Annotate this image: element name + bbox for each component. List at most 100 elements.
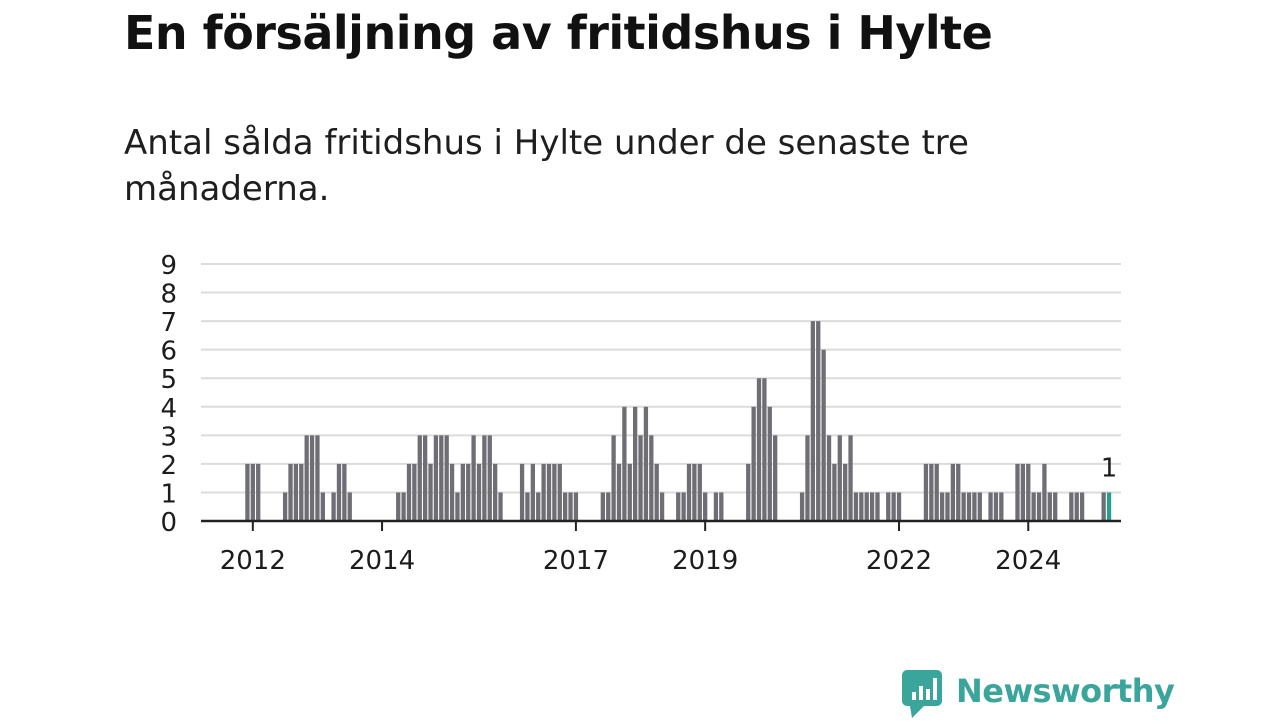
bar (347, 492, 352, 521)
bar (552, 463, 557, 521)
bar (606, 492, 611, 521)
bar (751, 406, 756, 521)
bar (417, 435, 422, 521)
bar (821, 349, 826, 521)
bar (304, 435, 309, 521)
bar (406, 463, 412, 521)
x-tick-label: 2019 (672, 546, 738, 576)
bar (466, 463, 471, 521)
y-tick-label: 0 (160, 508, 177, 538)
bar (966, 492, 972, 521)
bar-highlighted (1106, 492, 1112, 521)
bar (686, 463, 692, 521)
bar (282, 492, 288, 521)
bar (875, 492, 880, 521)
y-tick-label: 9 (160, 251, 177, 281)
bar (692, 463, 697, 521)
bar (659, 492, 665, 521)
bar (1020, 463, 1026, 521)
bar (455, 492, 460, 521)
y-tick-label: 5 (160, 365, 177, 395)
bar (428, 463, 433, 521)
chart-subtitle: Antal sålda fritidshus i Hylte under de … (124, 123, 969, 209)
bar (649, 435, 654, 521)
bar (1026, 463, 1031, 521)
bar (245, 463, 250, 521)
bar (568, 492, 573, 521)
bar (923, 463, 929, 521)
bar (939, 492, 945, 521)
bar (681, 492, 686, 521)
bar (342, 463, 347, 521)
y-tick-label: 7 (160, 308, 177, 338)
bar (1042, 463, 1047, 521)
bar (713, 492, 719, 521)
bar (336, 463, 342, 521)
bar (422, 435, 428, 521)
bar (837, 435, 842, 521)
bar (832, 463, 837, 521)
bar (288, 463, 293, 521)
bar (616, 463, 622, 521)
bars (245, 321, 1112, 521)
gridlines (201, 263, 1121, 494)
bar (541, 463, 546, 521)
bar (600, 492, 605, 521)
bar (848, 435, 853, 521)
bar (530, 463, 535, 521)
bar (536, 492, 541, 521)
bar (703, 492, 708, 521)
bar (956, 463, 961, 521)
bar (611, 435, 616, 521)
y-tick-label: 3 (160, 422, 177, 452)
bar (869, 492, 875, 521)
bar (1053, 492, 1058, 521)
bar (546, 463, 552, 521)
brand-name: Newsworthy (956, 672, 1175, 710)
bar (482, 435, 487, 521)
bar (886, 492, 891, 521)
bar (864, 492, 869, 521)
bar (557, 463, 562, 521)
bar (1069, 492, 1074, 521)
y-tick-label: 2 (160, 451, 177, 481)
newsworthy-logo-icon (902, 668, 944, 724)
bar (471, 435, 476, 521)
bar (756, 378, 762, 521)
bar (331, 492, 336, 521)
y-tick-label: 1 (160, 479, 177, 509)
bar (961, 492, 966, 521)
bar (433, 435, 439, 521)
bar (697, 463, 702, 521)
bar (1047, 492, 1052, 521)
bar (476, 463, 482, 521)
bar (988, 492, 993, 521)
bar (654, 463, 659, 521)
bar (999, 492, 1004, 521)
bar (805, 435, 810, 521)
bar (460, 463, 465, 521)
bar (799, 492, 805, 521)
bar (1079, 492, 1085, 521)
bar (622, 406, 627, 521)
x-tick-label: 2014 (349, 546, 415, 576)
bar (859, 492, 864, 521)
y-tick-label: 6 (160, 337, 177, 367)
bar (525, 492, 530, 521)
newsworthy-logo: Newsworthy (902, 668, 1175, 720)
bar (1031, 492, 1036, 521)
x-tick-label: 2017 (543, 546, 609, 576)
bar (309, 435, 315, 521)
x-tick-label: 2024 (995, 546, 1061, 576)
bar (816, 321, 821, 521)
bar (573, 492, 579, 521)
y-tick-label: 8 (160, 280, 177, 310)
bar (945, 492, 950, 521)
bar (401, 492, 406, 521)
bar (1101, 492, 1106, 521)
bar (250, 463, 255, 521)
bar (843, 463, 848, 521)
axes (201, 519, 1121, 531)
bar (396, 492, 401, 521)
